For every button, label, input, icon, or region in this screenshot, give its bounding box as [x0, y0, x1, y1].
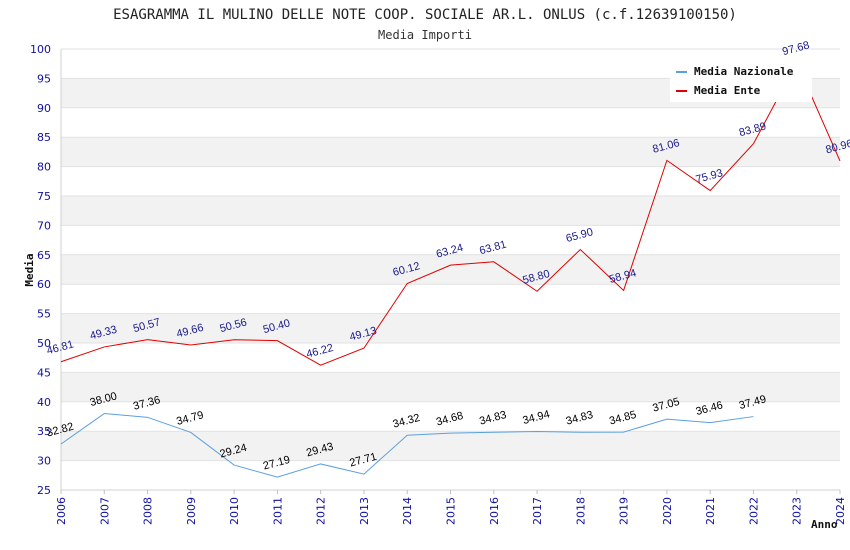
x-tick-label: 2018 — [574, 497, 587, 525]
legend: Media Nazionale Media Ente — [670, 60, 812, 102]
grid-band — [61, 372, 840, 402]
legend-label: Media Nazionale — [694, 65, 794, 78]
x-tick-label: 2024 — [834, 497, 847, 525]
data-label: 80.96 — [824, 138, 850, 157]
data-label: 34.68 — [435, 410, 465, 429]
data-label: 34.83 — [565, 409, 595, 428]
x-tick-label: 2016 — [488, 497, 501, 525]
chart-title: ESAGRAMMA IL MULINO DELLE NOTE COOP. SOC… — [113, 7, 737, 23]
y-tick-label: 60 — [37, 278, 51, 291]
chart-subtitle: Media Importi — [378, 28, 472, 42]
x-tick-label: 2021 — [704, 497, 717, 525]
x-tick-label: 2015 — [445, 497, 458, 525]
x-tick-label: 2006 — [55, 497, 68, 525]
y-tick-label: 100 — [30, 43, 51, 56]
grid-band — [61, 313, 840, 343]
x-tick-label: 2013 — [358, 497, 371, 525]
x-tick-label: 2019 — [618, 497, 631, 525]
y-tick-label: 45 — [37, 366, 51, 379]
y-tick-label: 30 — [37, 455, 51, 468]
x-tick-label: 2017 — [531, 497, 544, 525]
y-tick-label: 90 — [37, 102, 51, 115]
legend-label: Media Ente — [694, 84, 761, 97]
y-tick-label: 35 — [37, 425, 51, 438]
x-tick-label: 2010 — [228, 497, 241, 525]
data-label: 83.89 — [738, 120, 768, 139]
x-tick-label: 2023 — [791, 497, 804, 525]
data-label: 34.32 — [392, 412, 422, 431]
data-label: 65.90 — [565, 226, 595, 245]
y-tick-label: 50 — [37, 337, 51, 350]
data-label: 34.83 — [478, 409, 508, 428]
x-tick-label: 2020 — [661, 497, 674, 525]
data-label: 34.79 — [175, 409, 205, 428]
y-tick-label: 55 — [37, 308, 51, 321]
data-label: 46.22 — [305, 342, 335, 361]
x-tick-label: 2012 — [315, 497, 328, 525]
series-line-media-nazionale — [60, 413, 754, 478]
grid-band — [61, 137, 840, 167]
grid-band — [61, 196, 840, 226]
y-tick-label: 95 — [37, 72, 51, 85]
data-label: 34.85 — [608, 409, 638, 428]
legend-box — [670, 60, 812, 102]
x-tick-label: 2008 — [142, 497, 155, 525]
x-tick-label: 2014 — [401, 497, 414, 525]
y-tick-label: 75 — [37, 190, 51, 203]
x-axis-label: Anno — [811, 518, 838, 531]
x-tick-label: 2022 — [747, 497, 760, 525]
y-tick-label: 85 — [37, 131, 51, 144]
y-tick-label: 40 — [37, 396, 51, 409]
y-axis-label: Media — [23, 253, 36, 286]
series-line-media-ente — [60, 61, 841, 366]
y-tick-label: 80 — [37, 161, 51, 174]
y-tick-label: 70 — [37, 219, 51, 232]
x-tick-label: 2011 — [271, 497, 284, 525]
y-tick-label: 65 — [37, 249, 51, 262]
data-label: 97.68 — [781, 39, 811, 58]
y-tick-label: 25 — [37, 484, 51, 497]
x-tick-label: 2007 — [98, 497, 111, 525]
grid-band — [61, 431, 840, 461]
grid-band — [61, 254, 840, 285]
x-tick-label: 2009 — [185, 497, 198, 525]
data-label: 34.94 — [521, 408, 551, 427]
data-label: 75.93 — [695, 167, 725, 186]
